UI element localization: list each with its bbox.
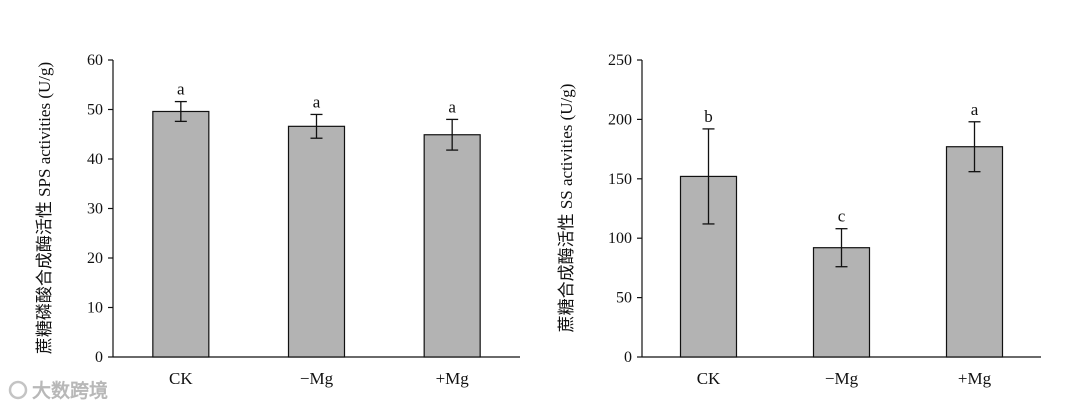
category-label-1: −Mg — [825, 369, 859, 388]
y-tick-label: 100 — [608, 230, 632, 247]
y-tick-label: 10 — [87, 300, 103, 317]
category-label-2: +Mg — [436, 369, 470, 388]
y-tick-label: 150 — [608, 171, 632, 188]
y-tick-label: 0 — [95, 349, 103, 366]
y-axis-label: 蔗糖磷酸合成酶活性 SPS activities (U/g) — [35, 62, 54, 354]
bar-2 — [423, 134, 481, 358]
watermark-logo-icon — [8, 380, 28, 400]
bar-1 — [287, 125, 346, 358]
y-tick-label: 0 — [624, 349, 632, 366]
watermark-text: 大数跨境 — [32, 379, 108, 402]
bar-2 — [945, 146, 1004, 358]
y-tick-label: 200 — [608, 111, 632, 128]
category-label-0: CK — [697, 369, 721, 388]
watermark: 大数跨境 — [8, 379, 108, 402]
bar-0 — [152, 110, 210, 358]
significance-label-1: c — [838, 207, 846, 226]
category-label-2: +Mg — [958, 369, 992, 388]
category-label-0: CK — [169, 369, 193, 388]
y-tick-label: 250 — [608, 52, 632, 69]
significance-label-1: a — [313, 92, 321, 111]
significance-label-2: a — [971, 100, 979, 119]
significance-label-2: a — [448, 97, 456, 116]
y-tick-label: 40 — [87, 151, 103, 168]
significance-label-0: a — [177, 80, 185, 99]
y-axis-label: 蔗糖合成酶活性 SS activities (U/g) — [557, 84, 576, 333]
y-tick-label: 50 — [616, 290, 632, 307]
category-label-1: −Mg — [300, 369, 334, 388]
chart-sps: 0 10 20 30 40 50 60 蔗糖磷酸合成酶活性 SPS activities (U… — [35, 52, 520, 388]
y-tick-label: 60 — [87, 52, 103, 69]
y-tick-label: 50 — [87, 102, 103, 119]
significance-label-0: b — [704, 107, 713, 126]
y-tick-label: 30 — [87, 201, 103, 218]
y-tick-label: 20 — [87, 250, 103, 267]
chart-ss: 0 50 100 150 200 250 蔗糖合成酶活性 SS activities (U/… — [557, 52, 1041, 388]
